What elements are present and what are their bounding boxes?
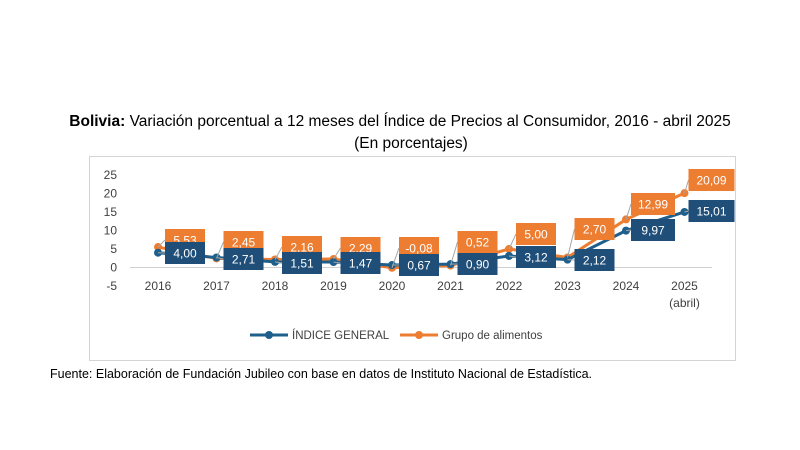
data-label-indice-general: 3,12 [524,251,548,265]
data-label-grupo-alimentos: 5,00 [524,228,548,242]
data-label-indice-general: 4,00 [173,247,197,261]
y-tick-label: -5 [106,279,117,293]
data-label-box-grupo-alimentos [516,223,556,245]
data-label-box-grupo-alimentos [574,218,615,240]
data-label-grupo-alimentos: 20,09 [696,174,726,188]
data-label-box-indice-general [688,200,735,222]
chart-subtitle: (En porcentajes) [354,135,468,152]
label-connector-grupo-alimentos [684,179,689,194]
label-connector-grupo-alimentos [625,203,632,220]
data-label-box-grupo-alimentos [399,237,439,259]
y-tick-label: 5 [110,242,117,256]
data-label-grupo-alimentos: 2,70 [583,223,607,237]
y-tick-label: 20 [104,187,118,201]
data-label-box-indice-general [340,252,381,274]
label-connector-indice-general [625,229,632,232]
data-label-box-indice-general [223,248,264,270]
data-label-grupo-alimentos: 12,99 [638,198,668,212]
chart-frame [89,156,736,361]
label-connector-grupo-alimentos [157,239,166,248]
data-label-indice-general: 15,01 [696,205,726,219]
y-tick-label: 10 [104,224,118,238]
x-tick-label: 2023 [554,279,581,293]
label-connector-indice-general [333,261,341,264]
x-tick-label: 2018 [262,279,289,293]
label-connector-indice-general [216,256,224,260]
x-tick-label: 2019 [320,279,347,293]
data-label-indice-general: 2,71 [232,253,256,267]
label-connector-grupo-alimentos [333,247,341,260]
legend-marker-indice-general [265,331,273,339]
data-label-box-indice-general [631,219,675,241]
label-connector-grupo-alimentos [567,228,575,258]
x-tick-label: 2021 [437,279,464,293]
y-tick-label: 25 [104,168,118,182]
data-label-box-grupo-alimentos [223,231,264,253]
data-label-box-indice-general [399,254,439,276]
data-label-grupo-alimentos: 2,45 [232,236,256,250]
data-label-indice-general: 2,12 [583,254,607,268]
label-connector-indice-general [274,261,283,264]
x-tick-sublabel: (abril) [669,296,700,310]
data-label-grupo-alimentos: 2,16 [290,241,314,255]
data-label-grupo-alimentos: -0,08 [405,242,433,256]
data-label-indice-general: 9,97 [641,224,665,238]
chart-title-bold: Bolivia: [69,113,126,130]
data-label-box-grupo-alimentos [688,169,735,191]
x-tick-label: 2025 [671,279,698,293]
legend-label-indice-general: ÍNDICE GENERAL [292,329,390,342]
data-label-indice-general: 1,47 [349,257,373,271]
x-tick-label: 2022 [496,279,523,293]
source-note: Fuente: Elaboración de Fundación Jubileo… [50,367,593,381]
legend-label-grupo-alimentos: Grupo de alimentos [442,330,543,342]
label-connector-indice-general [508,255,517,258]
label-connector-grupo-alimentos [274,246,283,260]
x-tick-label: 2016 [145,279,172,293]
chart-title: Bolivia: Variación porcentual a 12 meses… [0,112,800,132]
data-label-box-grupo-alimentos [457,231,498,253]
data-label-box-indice-general [165,242,205,264]
y-tick-label: 0 [110,261,117,275]
data-label-box-grupo-alimentos [631,193,675,215]
x-tick-label: 2024 [613,279,640,293]
label-connector-indice-general [684,210,689,213]
data-label-indice-general: 1,51 [290,257,314,271]
label-connector-grupo-alimentos [391,247,400,268]
data-label-box-indice-general [516,246,556,268]
chart-title-rest: Variación porcentual a 12 meses del Índi… [125,113,731,130]
x-tick-label: 2020 [379,279,406,293]
data-label-grupo-alimentos: 0,52 [466,236,490,250]
data-label-box-indice-general [574,249,615,271]
data-label-indice-general: 0,67 [407,259,431,273]
x-tick-label: 2017 [203,279,230,293]
y-tick-label: 15 [104,205,118,219]
label-connector-grupo-alimentos [216,241,224,259]
data-label-indice-general: 0,90 [466,258,490,272]
label-connector-grupo-alimentos [450,241,458,266]
data-label-box-indice-general [282,252,322,274]
data-label-box-indice-general [457,253,498,275]
legend-marker-grupo-alimentos [415,331,423,339]
label-connector-grupo-alimentos [508,233,517,250]
